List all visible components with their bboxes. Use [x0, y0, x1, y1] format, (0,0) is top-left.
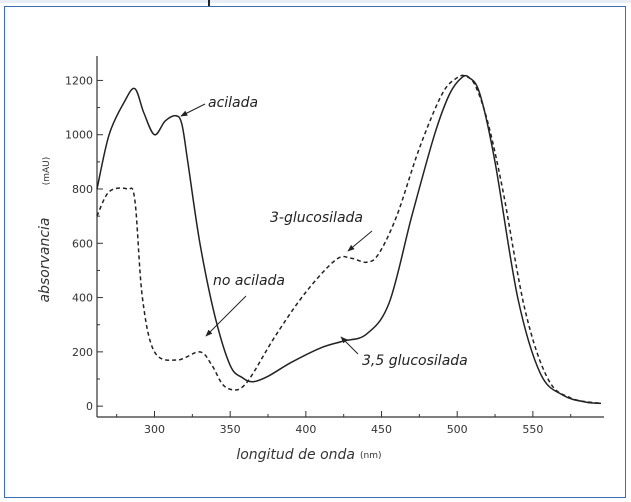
- x-tick-label: 300: [144, 423, 165, 436]
- top-mark: [208, 0, 210, 6]
- annotation-arrow: [347, 230, 373, 252]
- x-axis-label: longitud de onda: [236, 447, 355, 463]
- y-tick-label: 200: [72, 346, 93, 359]
- y-tick-label: 600: [72, 237, 93, 250]
- x-tick-label: 550: [522, 423, 543, 436]
- y-tick-label: 1200: [65, 74, 93, 87]
- x-tick-label: 350: [220, 423, 241, 436]
- annotation-label: 3-glucosilada: [270, 210, 363, 226]
- annotation-arrow: [180, 103, 206, 117]
- annotation-label: 3,5 glucosilada: [362, 353, 468, 369]
- series-group: [96, 74, 602, 405]
- x-axis-unit: (nm): [360, 451, 382, 461]
- x-tick-label: 450: [371, 423, 392, 436]
- annotation-label: no acilada: [213, 273, 285, 289]
- y-tick-label: 800: [72, 183, 93, 196]
- axes: 0 200 400 600 800 1000 1200 300 350 400 450 500 550: [65, 56, 604, 436]
- series-line-1: [96, 74, 602, 405]
- top-strip: [0, 0, 631, 3]
- series-line-2: [96, 74, 602, 405]
- figure-frame: [4, 6, 626, 498]
- annotation-arrow: [340, 336, 359, 355]
- y-tick-label: 0: [86, 400, 93, 413]
- x-tick-label: 400: [295, 423, 316, 436]
- y-tick-label: 1000: [65, 129, 93, 142]
- x-tick-label: 500: [447, 423, 468, 436]
- y-axis-label: absorvancia: [37, 218, 53, 303]
- y-tick-label: 400: [72, 292, 93, 305]
- annotation-arrow: [205, 295, 247, 337]
- annotation-label: acilada: [208, 95, 258, 111]
- y-axis-unit: (mAU): [42, 157, 52, 186]
- annotations: acilada 3-glucosilada no acilada 3,5 glucos…: [180, 95, 468, 369]
